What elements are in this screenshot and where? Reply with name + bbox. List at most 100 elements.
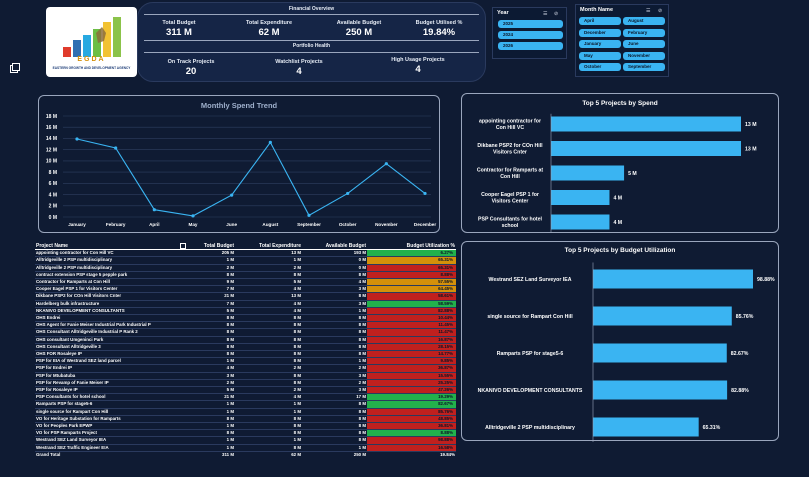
x-tick-label: October xyxy=(339,222,357,227)
table-row[interactable]: PSP for EIA of Westrand SEZ land parcel 1… xyxy=(35,357,456,366)
year-option[interactable]: 2026 xyxy=(498,42,563,50)
table-row[interactable]: Alltridgeville 2 PSP multidisciplinary 2 … xyxy=(35,264,456,272)
table-row[interactable]: OHS Consultant Alltridgeville Industrial… xyxy=(35,328,456,337)
multi-select-icon[interactable]: ☰ xyxy=(543,11,548,17)
value-cell: 2 M xyxy=(235,386,302,395)
table-row[interactable]: VO for Heritage Substation for Ramparts 8… xyxy=(35,415,456,424)
value-cell: 8 M xyxy=(180,271,235,280)
month-option[interactable]: January xyxy=(579,40,621,48)
value-cell: 8 M xyxy=(235,343,302,352)
year-option[interactable]: 2024 xyxy=(498,31,563,39)
project-name-cell: PSP for Revamp of Fanie Meiser IP xyxy=(35,379,180,388)
data-point xyxy=(75,137,79,141)
bar-value-label: 98.88% xyxy=(757,277,775,283)
kpi-total-budget: Total Budget 311 M xyxy=(162,20,196,38)
utilization-cell: 6.27% xyxy=(367,249,456,258)
x-tick-label: September xyxy=(297,222,321,227)
utilization-cell: 85.76% xyxy=(367,408,456,416)
y-tick-label: 12 M xyxy=(46,147,57,153)
month-option[interactable]: February xyxy=(623,29,665,37)
value-cell: 8 M xyxy=(302,400,367,409)
multi-select-icon[interactable]: ☰ xyxy=(646,8,651,14)
value-cell: 2 M xyxy=(235,364,302,373)
clear-filter-icon[interactable]: ⊘ xyxy=(554,11,559,17)
table-total-row[interactable]: Grand Total 311 M 62 M 250 M 19.84% xyxy=(35,450,456,459)
value-cell: 1 M xyxy=(180,256,235,265)
month-option[interactable]: October xyxy=(579,63,621,71)
month-option[interactable]: August xyxy=(623,17,665,25)
data-point xyxy=(191,214,195,218)
table-row[interactable]: contract extension PSP stage 5 pepple pa… xyxy=(35,271,456,280)
utilization-cell: 98.88% xyxy=(367,436,456,445)
utilization-cell: 19.84% xyxy=(367,450,456,459)
bar xyxy=(551,190,610,205)
month-option[interactable]: September xyxy=(623,63,665,71)
year-option[interactable]: 2025 xyxy=(498,20,563,28)
x-tick-label: May xyxy=(189,222,198,227)
table-row[interactable]: Alltridgeville 2 PSP multidisciplinary 1 … xyxy=(35,256,456,265)
year-slicer[interactable]: Year ☰ ⊘ 2025 2024 2026 xyxy=(492,7,567,59)
column-header[interactable]: Project Name xyxy=(35,243,180,251)
divider xyxy=(144,52,479,53)
project-name-cell: Alltridgeville 2 PSP multidisciplinary xyxy=(35,256,180,265)
utilization-cell: 58.61% xyxy=(367,292,456,301)
value-cell: 5 M xyxy=(180,307,235,316)
value-cell: 8 M xyxy=(180,429,235,438)
month-option[interactable]: May xyxy=(579,52,621,60)
clear-filter-icon[interactable]: ⊘ xyxy=(658,8,663,14)
table-row[interactable]: Dikbane PSP2 for COn Hill Visitors Cnter… xyxy=(35,292,456,301)
value-cell: 5 M xyxy=(180,386,235,395)
month-option[interactable]: June xyxy=(623,40,665,48)
month-option[interactable]: December xyxy=(579,29,621,37)
column-header[interactable]: Budget Utilization % xyxy=(367,243,456,251)
month-option[interactable]: November xyxy=(623,52,665,60)
kpi-high-usage: High Usage Projects 4 xyxy=(391,57,445,75)
table-row[interactable]: Cooper Eagel PSP 1 for Visitors Center 7 … xyxy=(35,285,456,294)
value-cell: 21 M xyxy=(180,393,235,402)
bar-category-label: Con Hill VC xyxy=(496,125,524,131)
bar xyxy=(593,269,753,289)
data-point xyxy=(268,140,272,144)
utilization-cell: 15.55% xyxy=(367,372,456,380)
month-option[interactable]: April xyxy=(579,17,621,25)
project-name-cell: OHS Consultant Alltridgeville 3 xyxy=(35,343,180,352)
column-header[interactable]: Total Expenditure xyxy=(235,243,302,251)
column-header[interactable]: Total Budget xyxy=(180,243,235,251)
utilization-cell: 36.87% xyxy=(367,364,456,373)
bar-category-label: single source for Rampart Con Hill xyxy=(487,314,573,320)
kpi-panel: Financial Overview Total Budget 311 M To… xyxy=(137,2,486,82)
logo-org-name: EASTERN GROWTH AND DEVELOPMENT AGENCY xyxy=(52,66,131,70)
project-name-cell: Alltridgeville 2 PSP multidisciplinary xyxy=(35,264,180,272)
project-name-cell: Cooper Eagel PSP 1 for Visitors Center xyxy=(35,285,180,294)
table-row[interactable]: OHS Agent for Fanie Meiser Industrial Pa… xyxy=(35,321,456,330)
data-point xyxy=(152,208,156,212)
bar-category-label: PSP Consultants for hotel xyxy=(478,217,542,223)
value-cell: 3 M xyxy=(180,372,235,380)
value-cell: 8 M xyxy=(235,429,302,438)
utilization-cell: 82.67% xyxy=(367,400,456,409)
month-slicer[interactable]: Month Name ☰ ⊘ April August December Feb… xyxy=(575,4,669,77)
column-header[interactable]: Available Budget xyxy=(302,243,367,251)
value-cell: 8 M xyxy=(302,314,367,323)
window-icon[interactable] xyxy=(10,60,20,73)
x-tick-label: June xyxy=(226,222,237,227)
table-row[interactable]: appointing contractor for Con Hill VC 205… xyxy=(35,249,456,258)
